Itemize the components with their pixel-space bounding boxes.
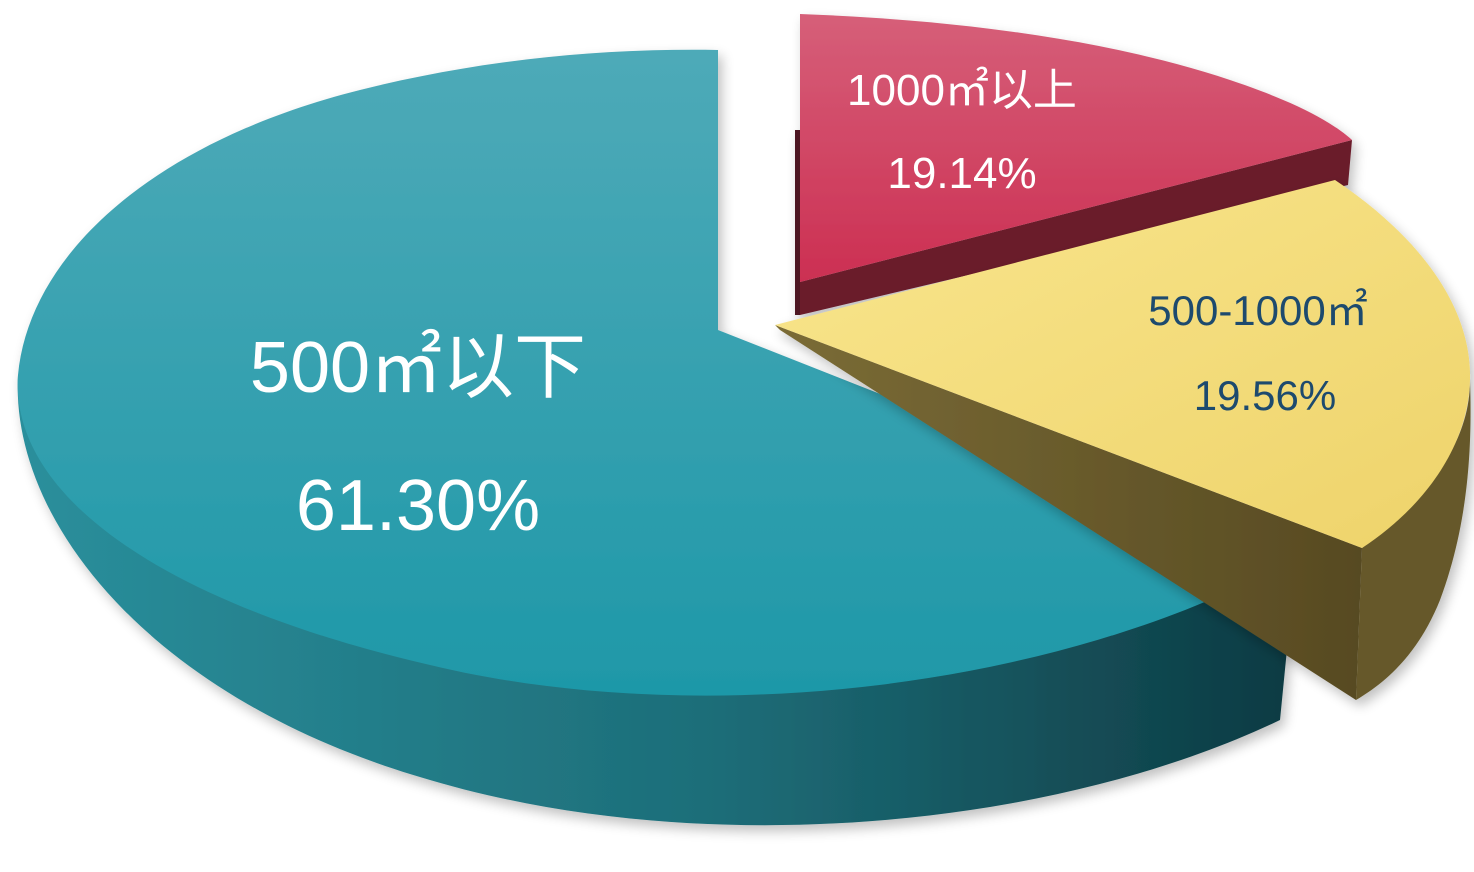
slice-500-1000-side: [775, 325, 1362, 700]
slice-500-below-top: [17, 49, 1296, 696]
label-1000-above-value: 19.14%: [887, 149, 1036, 198]
slice-500-1000-rim: [1356, 380, 1471, 700]
slice-1000-above-side: [800, 140, 1352, 315]
slice-500-below-side: [17, 375, 1296, 826]
slice-500-1000-top: [775, 180, 1471, 548]
slice-1000-above: [795, 14, 1352, 315]
slice-500-below: [17, 49, 1296, 826]
label-500-1000-value: 19.56%: [1194, 372, 1336, 419]
label-500-below-name: 500㎡以下: [250, 328, 586, 408]
labels: 500㎡以下 61.30% 1000㎡以上 19.14% 500-1000㎡ 1…: [250, 66, 1368, 546]
slice-1000-above-edge: [795, 130, 800, 315]
slice-1000-above-top: [800, 14, 1352, 282]
label-500-1000-name: 500-1000㎡: [1148, 287, 1368, 334]
label-500-below-value: 61.30%: [296, 466, 540, 546]
slice-500-1000: [775, 180, 1471, 700]
label-1000-above-name: 1000㎡以上: [847, 66, 1077, 115]
